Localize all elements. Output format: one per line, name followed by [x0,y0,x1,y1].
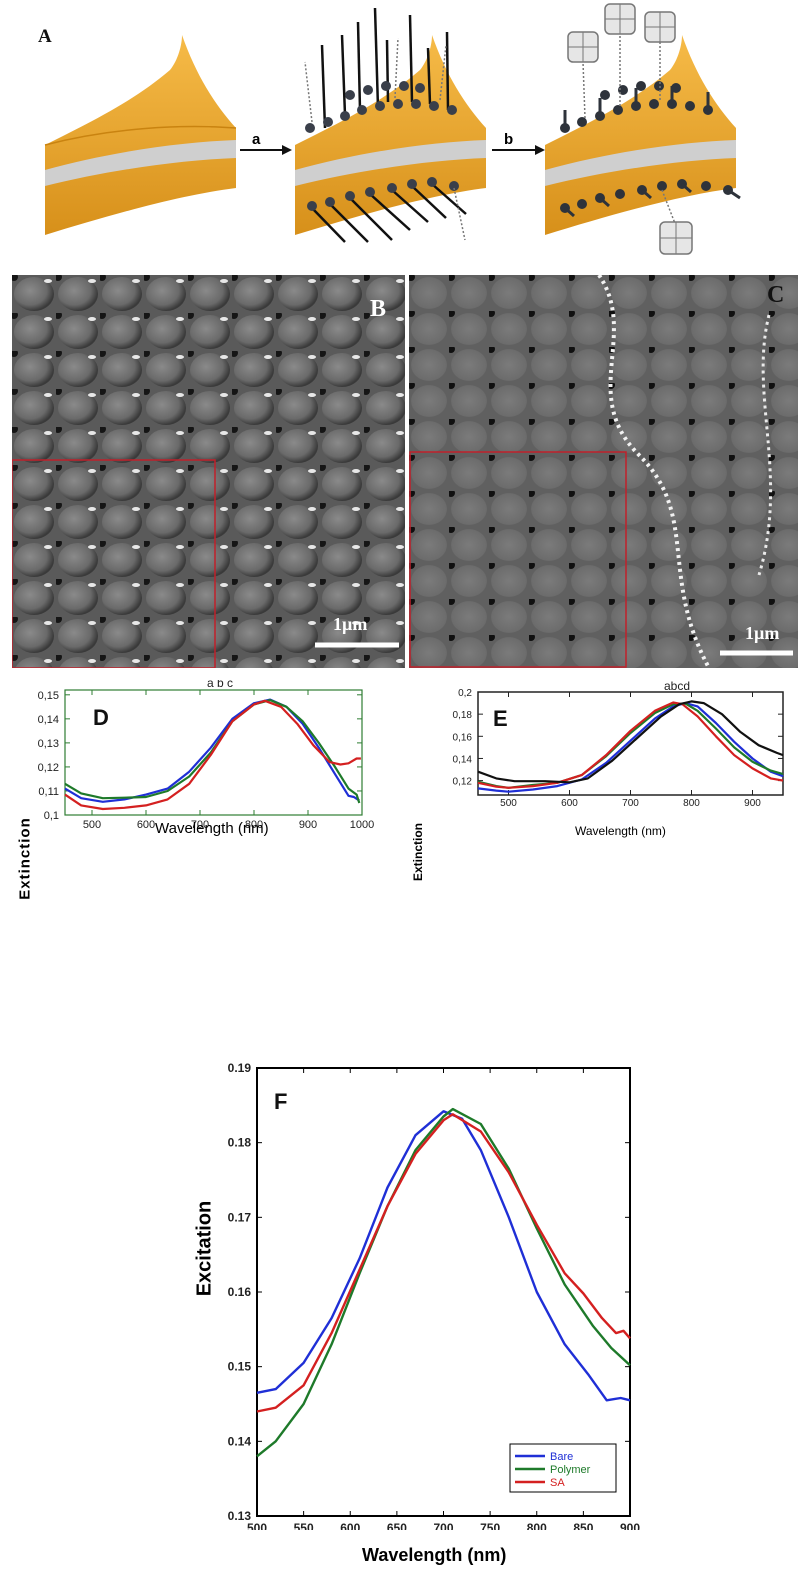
chart-E-ytick-label: 0,14 [453,754,473,765]
chart-F-ytick-label: 0.17 [228,1210,252,1224]
step-a-label: a [252,131,261,148]
chart-D-frame [64,689,363,816]
chart-D-series-2 [64,699,361,811]
legend-label-sa: SA [550,1477,565,1489]
chart-F-xtick-label: 750 [480,1521,500,1530]
chart-F-xtick-label: 900 [620,1521,640,1530]
chart-D-xtick-label: 600 [137,819,155,831]
panel-label-e: E [493,706,508,731]
polymer-chains-top [320,7,450,129]
anchor-heads-bottom [307,177,459,211]
chart-F-ytick-label: 0.19 [228,1061,252,1075]
chart-D-xtick-label: 900 [299,819,317,831]
chart-D-xtick-label: 1000 [350,819,374,831]
chart-F-ytick-label: 0.15 [228,1360,252,1374]
chart-e-xlabel: Wavelength (nm) [575,824,666,838]
chart-E-ytick-label: 0,2 [458,688,472,699]
chart-F-ytick-label: 0.18 [228,1136,252,1150]
chart-d-xlabel: Wavelength (nm) [155,820,269,837]
panel-label-a: A [38,26,52,47]
chart-D-ytick-label: 0,11 [38,786,59,798]
panel-label-b: B [370,296,387,322]
arrow-step-b [492,145,545,155]
chart-F-series-sa [256,1113,631,1413]
afm-texture-c [409,275,798,668]
chart-E-xtick-label: 700 [622,798,639,809]
polymer-chains-bottom [311,183,467,243]
panel-label-c: C [767,282,785,308]
afm-boundary-c [597,275,711,668]
chart-E-xtick-label: 500 [500,798,517,809]
afm-inset-c [409,451,627,668]
chart-F-xtick-label: 650 [387,1521,407,1530]
chart-f-xlabel: Wavelength (nm) [362,1545,507,1565]
chart-e: 500 600 700 800 900 0,12 0,14 0,16 0,18 0,2 abcd E [453,680,784,809]
panel-label-f: F [274,1089,287,1114]
afm-image-c [409,275,798,668]
step-b-label: b [504,131,513,148]
chart-D-ytick-label: 0,15 [38,690,59,702]
chart-E-series-0 [477,702,784,793]
chart-E-ytick-label: 0,12 [453,777,473,788]
chart-D-ytick-label: 0,12 [38,762,59,774]
afm-inset-b [12,459,216,668]
chart-e-ylabel: Extinction [411,823,425,882]
bare-nanostructure [44,35,237,235]
chart-F-xtick-label: 500 [247,1521,267,1530]
anchor-heads-top [305,81,457,133]
chart-E-series-3 [477,700,784,784]
chart-f: 500 550 600 650 700 750 800 850 900 0.13 0.14 0.15 0… [228,1061,641,1530]
scale-bar-b-label: 1µm [333,614,368,634]
arrow-step-a [240,145,292,155]
chart-E-xtick-label: 600 [561,798,578,809]
chart-F-xtick-label: 550 [294,1521,314,1530]
schematic-svg: a [44,3,741,255]
streptavidin-top [567,3,676,63]
chart-D-ytick-label: 0,1 [44,810,59,822]
chart-d: 500 600 700 800 900 1000 0,1 0,11 0,12 0,13 0,14 0,… [38,680,375,831]
chart-F-xtick-label: 850 [573,1521,593,1530]
chart-F-xtick-label: 700 [433,1521,453,1530]
sa-nanostructure [545,3,741,255]
chart-D-ytick-label: 0,14 [38,714,59,726]
chart-F-ytick-label: 0.13 [228,1509,252,1523]
chart-F-ytick-label: 0.14 [228,1434,252,1448]
chart-E-xtick-label: 800 [683,798,700,809]
chart-F-series-bare [256,1110,631,1402]
chart-F-xtick-label: 600 [340,1521,360,1530]
legend-label-polymer: Polymer [550,1464,591,1476]
afm-image-b [12,275,405,668]
chart-D-xtick-label: 500 [83,819,101,831]
chart-d-peak-letters: a b c [207,680,233,690]
chart-D-ytick-label: 0,13 [38,738,59,750]
chart-E-xtick-label: 900 [744,798,761,809]
chart-D-series-0 [64,698,360,803]
chart-E-ytick-label: 0,18 [453,710,473,721]
panel-label-d: D [93,705,109,730]
chart-e-peak-letters: abcd [664,680,690,693]
afm-texture-b [12,275,405,668]
biotin-chains-top [304,37,447,123]
scale-bar-c-label: 1µm [745,623,780,643]
chart-D-xtick-label: 700 [191,819,209,831]
chart-E-ytick-label: 0,16 [453,732,473,743]
polymer-nanostructure [295,7,486,243]
chart-D-xtick-label: 800 [245,819,263,831]
chart-F-series-polymer [256,1107,631,1458]
legend-label-bare: Bare [550,1451,573,1463]
chart-F-ytick-label: 0.16 [228,1285,252,1299]
chart-E-series-2 [477,701,784,789]
chart-F-xtick-label: 800 [527,1521,547,1530]
